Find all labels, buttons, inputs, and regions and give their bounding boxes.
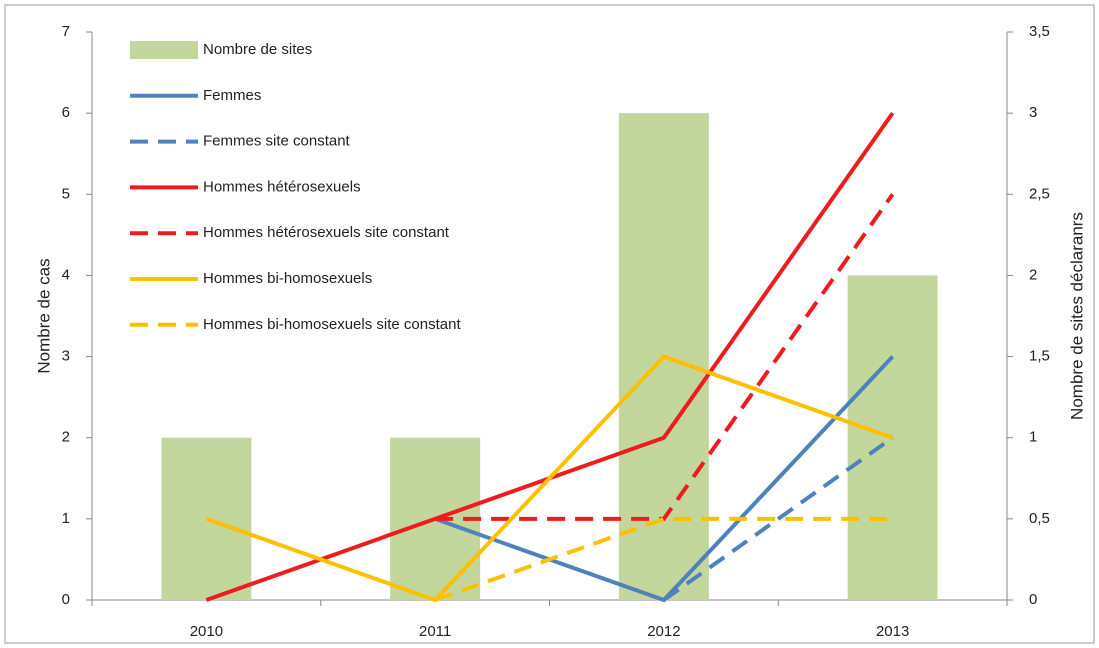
line: [435, 193, 895, 521]
y-tick-label: 1: [62, 510, 70, 527]
y2-tick-label: 2: [1029, 266, 1037, 283]
y-tick-label: 5: [62, 185, 70, 202]
line: [205, 354, 894, 603]
x-tick-label: 2010: [190, 623, 223, 640]
y-tick-label: 7: [62, 23, 70, 40]
y2-axis-title: Nombre de sites déclaranrs: [1067, 212, 1086, 420]
legend-label: Hommes hétérosexuels site constant: [203, 224, 450, 241]
line: [662, 436, 894, 602]
y-axis-title: Nombre de cas: [34, 258, 53, 373]
y2-tick-label: 0,5: [1029, 510, 1050, 527]
y2-tick-label: 2,5: [1029, 185, 1050, 202]
legend-swatch: [130, 41, 198, 59]
y2-tick-label: 1,5: [1029, 348, 1050, 365]
y2-tick-label: 3: [1029, 104, 1037, 121]
legend-label: Femmes: [203, 87, 261, 104]
x-tick-label: 2013: [876, 623, 909, 640]
x-tick-label: 2012: [647, 623, 680, 640]
legend-label: Hommes bi-homosexuels: [203, 270, 372, 287]
y-tick-label: 0: [62, 591, 70, 608]
x-tick-label: 2011: [419, 623, 451, 640]
legend-label: Hommes hétérosexuels: [203, 178, 361, 195]
line: [434, 516, 893, 602]
y2-tick-label: 3,5: [1029, 23, 1050, 40]
y-tick-label: 3: [62, 348, 70, 365]
legend-label: Femmes site constant: [203, 133, 351, 150]
legend-label: Nombre de sites: [203, 41, 312, 58]
y-tick-label: 4: [62, 266, 70, 283]
legend-label: Hommes bi-homosexuels site constant: [203, 316, 461, 333]
y2-tick-label: 1: [1029, 429, 1037, 446]
y-tick-label: 2: [62, 429, 70, 446]
y-tick-label: 6: [62, 104, 70, 121]
y2-tick-label: 0: [1029, 591, 1037, 608]
